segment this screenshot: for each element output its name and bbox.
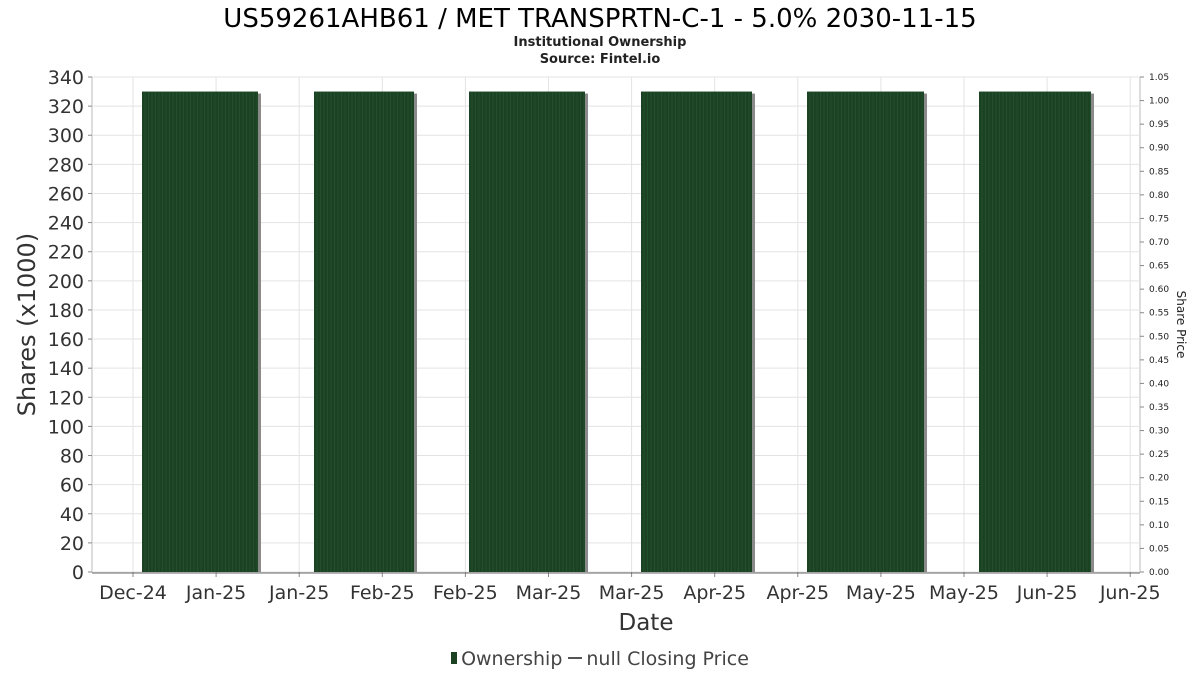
x-tick-label: Mar-25 <box>516 582 582 604</box>
chart-subtitle: Institutional Ownership <box>513 35 687 50</box>
y2-tick-label: 0.00 <box>1149 568 1169 578</box>
y2-tick-label: 0.70 <box>1149 238 1169 248</box>
ownership-legend-swatch <box>451 652 458 664</box>
chart-legend: Ownership null Closing Price <box>0 648 1200 670</box>
y2-tick-label: 0.95 <box>1149 120 1169 130</box>
chart-title: US59261AHB61 / MET TRANSPRTN-C-1 - 5.0% … <box>223 4 977 34</box>
y2-tick-label: 0.05 <box>1149 544 1169 554</box>
y-tick-label: 240 <box>48 213 84 235</box>
y-tick-label: 200 <box>48 271 84 293</box>
y2-tick-label: 1.00 <box>1149 97 1169 107</box>
y2-tick-label: 0.30 <box>1149 427 1169 437</box>
y2-tick-label: 0.80 <box>1149 191 1169 201</box>
y2-tick-label: 0.35 <box>1149 403 1169 413</box>
chart-source: Source: Fintel.io <box>539 52 661 67</box>
x-tick-label: Jun-25 <box>1016 582 1078 604</box>
y2-tick-label: 0.10 <box>1149 521 1169 531</box>
y-tick-label: 80 <box>60 446 84 468</box>
y-tick-label: 100 <box>48 416 84 438</box>
y-tick-label: 0 <box>72 562 84 584</box>
y-tick-label: 320 <box>48 96 84 118</box>
x-tick-label: May-25 <box>929 582 999 604</box>
y-tick-label: 280 <box>48 154 84 176</box>
y2-tick-label: 0.15 <box>1149 497 1169 507</box>
ownership-bar <box>469 91 585 572</box>
y-tick-label: 260 <box>48 183 84 205</box>
x-tick-label: Apr-25 <box>683 582 746 604</box>
ownership-bar <box>142 91 258 572</box>
y-tick-label: 180 <box>48 300 84 322</box>
x-tick-label: Feb-25 <box>433 582 498 604</box>
y2-tick-label: 0.55 <box>1149 309 1169 319</box>
y2-tick-label: 0.65 <box>1149 262 1169 272</box>
x-tick-label: Jan-25 <box>185 582 246 604</box>
legend-closing-price-label: null Closing Price <box>586 648 749 670</box>
x-tick-label: Dec-24 <box>99 582 167 604</box>
x-tick-label: May-25 <box>846 582 916 604</box>
y2-tick-label: 0.90 <box>1149 144 1169 154</box>
y-axis-title: Shares (x1000) <box>13 233 41 416</box>
x-axis-title: Date <box>619 610 674 636</box>
ownership-bar <box>314 91 414 572</box>
y-tick-label: 40 <box>60 504 84 526</box>
y2-tick-label: 0.20 <box>1149 474 1169 484</box>
y2-tick-label: 0.40 <box>1149 379 1169 389</box>
y-tick-label: 60 <box>60 475 84 497</box>
y-tick-label: 220 <box>48 242 84 264</box>
y2-tick-label: 0.25 <box>1149 450 1169 460</box>
y2-tick-label: 0.75 <box>1149 214 1169 224</box>
x-tick-label: Feb-25 <box>350 582 415 604</box>
x-tick-label: Mar-25 <box>599 582 665 604</box>
x-tick-label: Jan-25 <box>268 582 329 604</box>
y-tick-label: 140 <box>48 358 84 380</box>
y2-tick-label: 0.45 <box>1149 356 1169 366</box>
y2-axis-title: Share Price <box>1174 291 1188 359</box>
y2-tick-label: 0.60 <box>1149 285 1169 295</box>
y-tick-label: 160 <box>48 329 84 351</box>
y2-tick-label: 1.05 <box>1149 73 1169 83</box>
y2-tick-label: 0.85 <box>1149 167 1169 177</box>
legend-ownership-label: Ownership <box>461 648 563 670</box>
y-tick-label: 300 <box>48 125 84 147</box>
plot-area <box>91 76 1141 573</box>
x-tick-label: Jun-25 <box>1099 582 1161 604</box>
closing-price-legend-swatch <box>568 657 583 659</box>
y-tick-label: 120 <box>48 387 84 409</box>
x-tick-label: Apr-25 <box>766 582 829 604</box>
y-tick-label: 20 <box>60 533 84 555</box>
y2-tick-label: 0.50 <box>1149 332 1169 342</box>
y-tick-label: 340 <box>48 67 84 89</box>
